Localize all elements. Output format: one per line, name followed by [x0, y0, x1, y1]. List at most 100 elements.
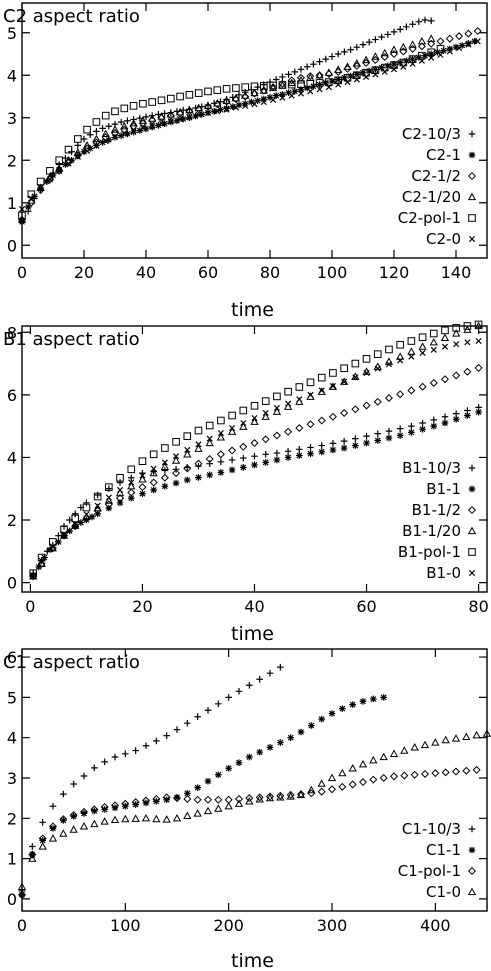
data-point — [436, 37, 445, 46]
data-point — [372, 71, 379, 78]
data-point — [338, 782, 347, 791]
data-point — [59, 815, 68, 824]
x-tick-label: 100 — [317, 263, 348, 282]
data-point — [194, 89, 203, 97]
data-point — [223, 105, 230, 112]
data-point — [315, 71, 324, 80]
y-tick-label: 1 — [7, 850, 17, 869]
data-point — [278, 79, 287, 88]
data-point — [373, 350, 382, 358]
data-point — [284, 427, 293, 436]
data-point — [318, 715, 325, 723]
data-point — [451, 767, 461, 776]
data-point — [56, 167, 63, 174]
data-point — [371, 66, 380, 74]
data-point — [216, 450, 225, 459]
data-point — [287, 734, 294, 741]
data-point — [262, 451, 270, 458]
data-point — [259, 86, 268, 94]
data-point — [72, 520, 79, 527]
data-point — [214, 804, 223, 812]
data-point — [286, 790, 295, 799]
data-point — [215, 700, 222, 708]
data-point — [173, 453, 180, 460]
data-point — [266, 744, 274, 751]
data-point — [228, 446, 237, 455]
data-point — [329, 446, 337, 454]
y-tick-label: 2 — [7, 511, 17, 530]
data-point — [91, 764, 98, 772]
data-point — [83, 511, 90, 518]
x-tick-label: 60 — [198, 263, 218, 282]
data-point — [205, 454, 214, 464]
data-point — [205, 438, 214, 447]
data-point — [175, 107, 185, 116]
data-point — [48, 544, 57, 553]
data-point — [176, 92, 184, 101]
data-point — [374, 430, 382, 437]
data-point — [296, 452, 303, 459]
data-point — [362, 355, 371, 363]
data-point — [297, 728, 305, 736]
data-point — [278, 81, 287, 89]
data-point — [186, 114, 193, 122]
data-point — [472, 730, 481, 739]
data-point — [307, 450, 314, 457]
data-point — [161, 120, 168, 127]
x-tick-label: 20 — [74, 263, 94, 282]
data-point — [343, 74, 352, 82]
x-tick-label: 140 — [441, 263, 472, 282]
data-point — [452, 410, 460, 417]
data-point — [297, 80, 305, 88]
legend-marker — [468, 485, 476, 493]
x-tick-label: 0 — [17, 916, 27, 935]
data-point — [451, 734, 461, 742]
y-tick-label: 4 — [7, 729, 17, 748]
data-point — [296, 445, 303, 453]
data-point — [185, 105, 194, 114]
data-point — [308, 722, 315, 729]
data-point — [348, 780, 357, 789]
legend-marker — [468, 464, 476, 472]
data-point — [185, 91, 194, 99]
legend-label: B1-1/2 — [412, 501, 461, 519]
data-point — [80, 772, 88, 780]
data-point — [340, 444, 348, 452]
data-point — [64, 145, 73, 154]
data-point — [316, 58, 323, 65]
data-point — [362, 401, 371, 410]
data-point — [99, 125, 106, 132]
y-tick-label: 0 — [7, 890, 17, 909]
y-tick-label: 4 — [7, 66, 17, 85]
data-point — [105, 122, 113, 130]
data-point — [129, 122, 138, 131]
data-point — [69, 811, 78, 820]
data-point — [437, 51, 444, 58]
data-point — [260, 95, 268, 103]
data-point — [419, 425, 426, 433]
data-point — [427, 48, 435, 57]
data-point — [195, 441, 202, 448]
data-point — [142, 125, 150, 133]
data-point — [384, 31, 392, 38]
data-point — [105, 136, 113, 144]
data-point — [419, 419, 426, 427]
y-tick-label: 5 — [7, 688, 17, 707]
data-point — [390, 61, 398, 69]
data-point — [36, 183, 45, 192]
data-point — [239, 442, 248, 451]
data-point — [389, 772, 399, 781]
data-point — [242, 102, 249, 109]
data-point — [265, 793, 275, 802]
data-point — [184, 719, 191, 727]
data-point — [94, 502, 101, 509]
data-point — [262, 409, 269, 417]
data-point — [82, 141, 92, 149]
data-point — [229, 103, 237, 110]
x-tick-label: 60 — [356, 597, 376, 616]
data-point — [167, 118, 174, 125]
data-point — [83, 499, 90, 507]
data-point — [317, 373, 326, 382]
data-point — [88, 513, 96, 521]
data-point — [365, 38, 373, 46]
